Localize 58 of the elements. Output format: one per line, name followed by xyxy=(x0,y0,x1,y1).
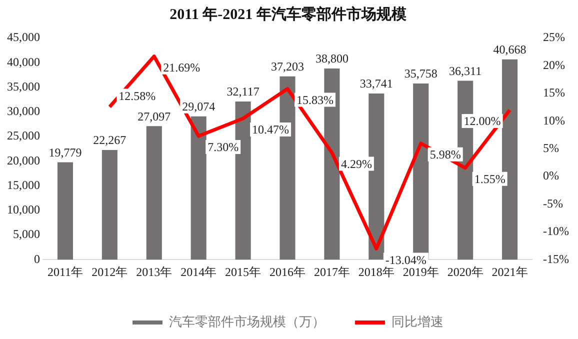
y-tick-label: 20,000 xyxy=(7,153,40,168)
y2-tick-label: 15% xyxy=(543,86,566,100)
y2-tick-label: 5% xyxy=(543,140,560,155)
x-tick-label: 2021年 xyxy=(492,264,528,279)
x-tick-label: 2019年 xyxy=(402,264,439,279)
data-label: 1.55% xyxy=(474,172,506,186)
y-tick-label: 45,000 xyxy=(7,30,40,44)
y-tick-label: 10,000 xyxy=(7,202,40,217)
y2-tick-label: -10% xyxy=(543,224,570,238)
y2-tick-label: -15% xyxy=(543,252,570,266)
x-tick-label: 2015年 xyxy=(225,264,262,279)
data-label: 10.47% xyxy=(252,122,290,137)
y-tick-label: 5,000 xyxy=(13,227,40,242)
x-tick-label: 2016年 xyxy=(270,264,306,279)
bar xyxy=(146,126,162,260)
x-tick-label: 2018年 xyxy=(358,264,394,279)
x-tick-label: 2011年 xyxy=(47,264,84,279)
data-label: 4.29% xyxy=(340,156,372,171)
data-label: 38,800 xyxy=(315,52,348,66)
y2-tick-label: 10% xyxy=(543,113,566,128)
bar xyxy=(102,150,118,260)
y2-tick-label: 25% xyxy=(543,30,566,44)
y-tick-label: 25,000 xyxy=(7,128,40,143)
data-label: 7.30% xyxy=(208,140,239,154)
y-tick-label: 40,000 xyxy=(7,54,40,69)
data-label: 33,741 xyxy=(360,76,393,91)
x-tick-label: 2020年 xyxy=(447,264,484,279)
data-label: 12.00% xyxy=(464,114,501,128)
bar xyxy=(57,162,74,260)
bar xyxy=(190,116,206,260)
y2-tick-label: -5% xyxy=(543,196,564,210)
data-label: 37,203 xyxy=(271,60,304,74)
data-label: 32,117 xyxy=(226,84,260,99)
data-label: -13.04% xyxy=(385,252,426,267)
data-label: 36,311 xyxy=(449,64,482,78)
y-tick-label: 0 xyxy=(34,252,40,266)
y2-tick-label: 0% xyxy=(543,168,560,183)
legend-label: 汽车零部件市场规模（万） xyxy=(169,314,325,329)
data-label: 40,668 xyxy=(493,42,526,56)
data-label: 5.98% xyxy=(430,148,461,162)
data-label: 27,097 xyxy=(138,109,171,124)
chart-title: 2011 年-2021 年汽车零部件市场规模 xyxy=(170,4,408,23)
x-tick-label: 2014年 xyxy=(180,264,217,279)
x-tick-label: 2017年 xyxy=(314,264,350,279)
y-tick-label: 35,000 xyxy=(7,79,40,94)
legend-label: 同比增速 xyxy=(392,314,444,329)
x-tick-label: 2013年 xyxy=(136,264,172,279)
data-label: 19,779 xyxy=(48,145,82,160)
y2-tick-label: 20% xyxy=(543,58,566,72)
data-label: 15.83% xyxy=(296,92,334,107)
y-tick-label: 30,000 xyxy=(7,104,40,118)
y-tick-label: 15,000 xyxy=(7,178,40,192)
x-tick-label: 2012年 xyxy=(92,264,128,279)
data-label: 35,758 xyxy=(404,66,438,81)
data-label: 21.69% xyxy=(163,60,200,74)
data-label: 12.58% xyxy=(118,88,156,103)
data-label: 22,267 xyxy=(93,133,126,148)
data-label: 29,074 xyxy=(182,100,216,114)
